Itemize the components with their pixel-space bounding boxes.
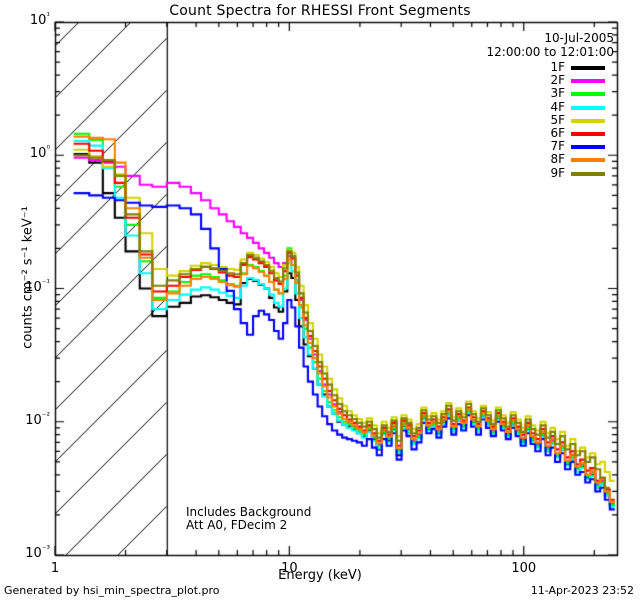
page-title: Count Spectra for RHESSI Front Segments [169, 3, 471, 19]
y-tick-label: 10⁻¹ [25, 278, 50, 295]
footer-timestamp: 11-Apr-2023 23:52 [530, 584, 634, 597]
legend-swatch-4f [571, 105, 605, 110]
x-axis-label: Energy (keV) [278, 568, 362, 583]
y-tick-label: 10⁻³ [25, 544, 50, 561]
legend-label-4f: 4F [550, 99, 565, 114]
x-tick-label: 100 [511, 561, 537, 576]
y-axis-label: counts cm⁻² s⁻¹ keV⁻¹ [20, 206, 36, 349]
legend-swatch-1f [571, 66, 605, 70]
y-tick-label: 10⁻² [25, 411, 50, 428]
y-tick-label: 10¹ [29, 11, 50, 28]
legend-label-2f: 2F [550, 73, 565, 88]
legend-swatch-9f [571, 171, 605, 176]
legend-label-7f: 7F [550, 139, 565, 154]
legend-label-9f: 9F [550, 165, 565, 180]
legend-label-1f: 1F [550, 60, 565, 74]
annotation-includes-background: Includes Background [186, 505, 312, 519]
observation-date: 10-Jul-2005 [544, 31, 614, 45]
legend-label-5f: 5F [550, 112, 565, 127]
legend-swatch-7f [571, 145, 605, 150]
observation-time-range: 12:00:00 to 12:01:00 [486, 45, 614, 59]
legend-label-8f: 8F [550, 152, 565, 167]
x-tick-label: 10 [281, 561, 298, 576]
footer-generator: Generated by hsi_min_spectra_plot.pro [4, 584, 220, 597]
x-tick-label: 1 [50, 561, 60, 576]
legend-label-3f: 3F [550, 86, 565, 101]
legend-swatch-2f [571, 79, 605, 84]
annotation-attenuator-state: Att A0, FDecim 2 [186, 518, 288, 532]
legend-swatch-8f [571, 158, 605, 163]
legend-swatch-5f [571, 118, 605, 123]
legend-swatch-6f [571, 132, 605, 136]
legend-label-6f: 6F [550, 126, 565, 140]
legend-swatch-3f [571, 92, 605, 97]
y-tick-label: 10⁰ [29, 144, 50, 162]
